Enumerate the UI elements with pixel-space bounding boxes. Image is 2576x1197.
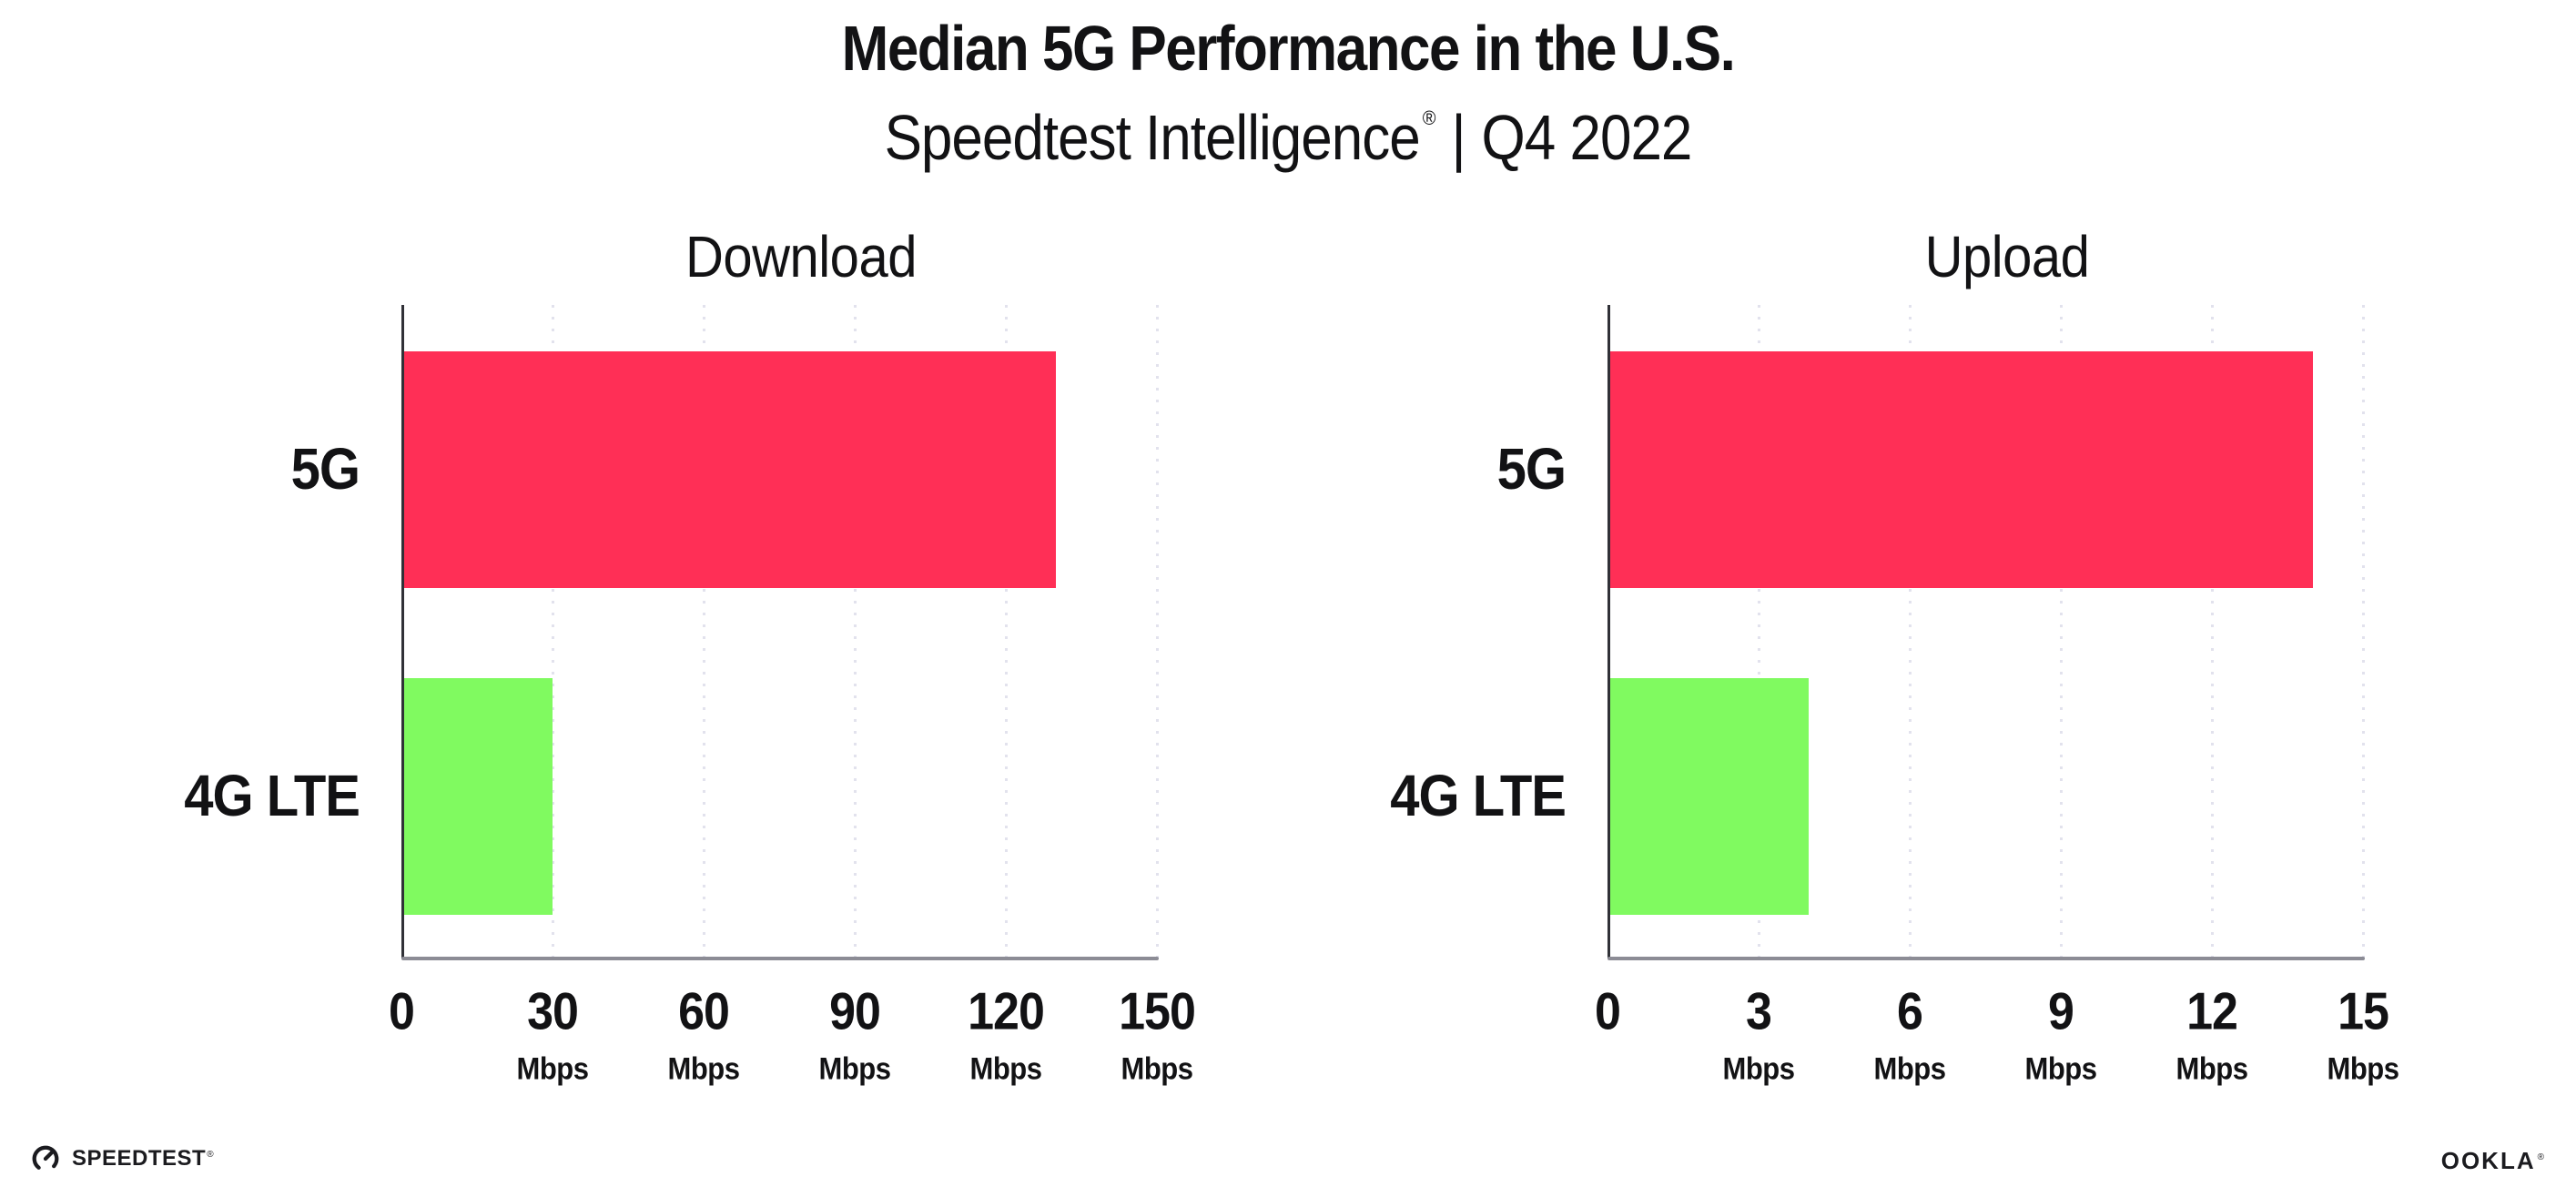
gridline-15 [2361,305,2365,959]
gridline-9 [2059,305,2063,959]
x-tick-upload-6: 6 Mbps [1874,986,1946,1084]
speedtest-logo: SPEEDTEST® [30,1143,214,1174]
tick-unit: Mbps [2175,1050,2248,1086]
tick-unit: Mbps [818,1050,891,1086]
gridlines [1607,305,2365,959]
x-tick-download-150: 150 Mbps [1119,982,1196,1086]
tick-value: 120 [968,982,1045,1041]
subtitle-separator: | [1451,103,1465,174]
speedtest-gauge-icon [32,1145,59,1172]
tick-value: 9 [2048,982,2074,1041]
gridlines [401,305,1159,959]
gridline-30 [551,305,554,959]
tick-unit: Mbps [969,1050,1042,1086]
x-axis-line [401,957,1159,960]
subtitle-period: Q4 2022 [1481,103,1693,174]
registered-trademark-icon: ® [207,1150,215,1160]
x-tick-download-120: 120 Mbps [968,982,1045,1086]
y-axis-line [401,305,404,959]
x-tick-upload-0: 0 [1595,982,1621,1041]
tick-unit: Mbps [2327,1050,2399,1086]
tick-value: 6 [1897,982,1923,1041]
gridline-12 [2210,305,2214,959]
upload-chart-section: Upload 5G 4G LTE 0 3 Mbps 6 Mbps 9 Mbps 12 Mbps 1… [1390,228,2399,1083]
x-axis-line [1607,957,2365,960]
tick-value: 30 [527,982,579,1041]
x-tick-upload-15: 15 Mbps [2328,986,2399,1084]
download-chart-section: Download 5G 4G LTE 0 30 Mbps 60 Mbps 90 Mbps 12… [184,228,1196,1083]
tick-unit: Mbps [1722,1050,1795,1086]
tick-value: 60 [678,982,730,1041]
tick-unit: Mbps [1121,1050,1193,1086]
download-plot-area [401,305,1159,960]
bars [401,305,1157,959]
bar-upload-4g-lte [1607,678,1810,915]
subtitle-product: Speedtest Intelligence [884,103,1421,174]
x-tick-download-90: 90 Mbps [819,986,891,1084]
gridline-3 [1757,305,1760,959]
x-axis-ticks: 0 30 Mbps 60 Mbps 90 Mbps 120 Mbps 150 Mbps [389,982,1196,1095]
y-axis-line [1607,305,1610,959]
x-axis-ticks: 0 3 Mbps 6 Mbps 9 Mbps 12 Mbps 15 Mbps [1595,986,2399,1095]
registered-trademark-icon: ® [2537,1152,2546,1162]
gridline-60 [702,305,705,959]
tick-value: 90 [829,982,881,1041]
page-title: Median 5G Performance in the U.S. [841,14,1736,85]
gridline-150 [1155,305,1159,959]
x-tick-upload-12: 12 Mbps [2176,986,2248,1084]
gridline-90 [853,305,857,959]
tick-unit: Mbps [667,1050,740,1086]
x-tick-upload-3: 3 Mbps [1723,986,1795,1084]
tick-value: 0 [389,982,415,1041]
bar-download-5g [401,351,1057,588]
category-label-5g: 5G [1496,436,1567,502]
tick-unit: Mbps [2024,1050,2097,1086]
tick-value: 3 [1746,982,1772,1041]
bar-upload-5g [1607,351,2313,588]
tick-unit: Mbps [1873,1050,1946,1086]
tick-value: 150 [1119,982,1196,1041]
registered-trademark-icon: ® [1422,107,1436,130]
gridline-120 [1004,305,1008,959]
speedtest-wordmark: SPEEDTEST® [72,1146,215,1171]
download-chart-title: Download [685,224,917,290]
upload-chart-title: Upload [1924,224,2090,290]
tick-value: 12 [2186,982,2238,1041]
x-tick-upload-9: 9 Mbps [2025,986,2097,1084]
bar-download-4g-lte [401,678,553,915]
x-tick-download-30: 30 Mbps [517,986,589,1084]
category-label-4g-lte: 4G LTE [184,763,360,829]
page-subtitle: Speedtest Intelligence ® | Q4 2022 [0,107,2576,170]
tick-value: 15 [2338,982,2389,1041]
x-tick-download-60: 60 Mbps [668,986,740,1084]
upload-plot-area [1607,305,2365,960]
tick-value: 0 [1595,982,1621,1041]
x-tick-download-0: 0 [389,982,415,1041]
tick-unit: Mbps [516,1050,589,1086]
ookla-wordmark: OOKLA [2440,1147,2536,1174]
ookla-logo: OOKLA ® [2441,1149,2546,1172]
category-label-4g-lte: 4G LTE [1390,763,1567,829]
gridline-6 [1908,305,1912,959]
category-label-5g: 5G [290,436,360,502]
bars [1607,305,2363,959]
